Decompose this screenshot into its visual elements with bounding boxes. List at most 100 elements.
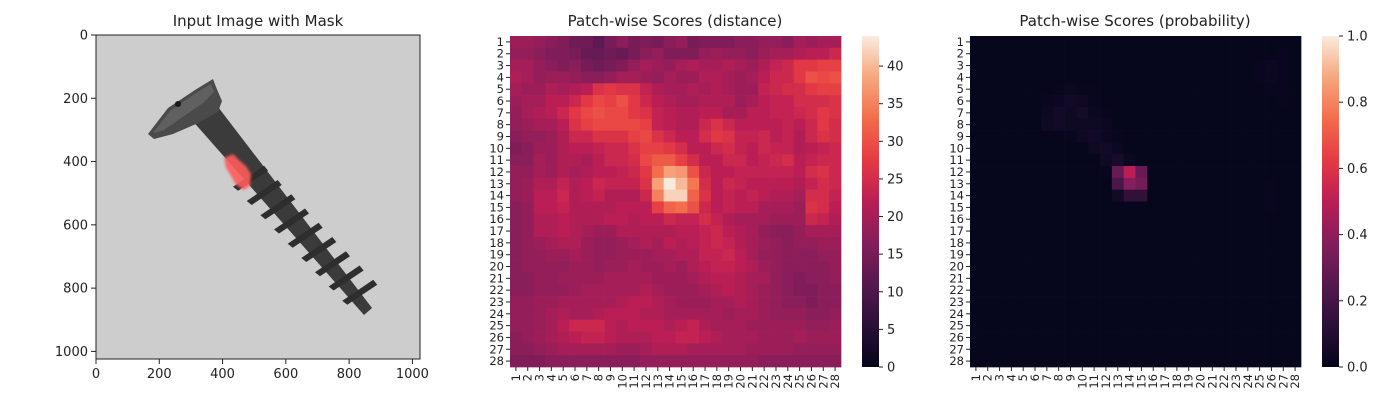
heatmap-cell [1040, 225, 1054, 238]
heatmap-cell [569, 236, 582, 250]
heatmap-cell [1017, 106, 1030, 120]
heatmap-cell [557, 284, 570, 297]
heatmap-x-tick-label: 1 [969, 374, 983, 381]
heatmap-cell [651, 355, 665, 368]
heatmap-cell [770, 118, 783, 131]
heatmap-cell [699, 284, 712, 297]
heatmap-cell [781, 189, 795, 202]
heatmap-cell [1123, 106, 1136, 120]
heatmap-cell [981, 106, 994, 120]
heatmap-cell [781, 142, 795, 155]
heatmap-cell [569, 331, 582, 344]
screw-head-hole [175, 101, 181, 107]
heatmap-cell [781, 284, 795, 297]
heatmap-cell [1088, 236, 1101, 250]
heatmap-cell [1147, 343, 1160, 356]
heatmap-cell [628, 307, 641, 321]
heatmap-cell [699, 130, 712, 143]
heatmap-cell [687, 166, 700, 179]
heatmap-cell [1265, 130, 1278, 143]
heatmap-cell [1147, 71, 1160, 84]
heatmap-cell [521, 83, 534, 96]
heatmap-cell [640, 343, 653, 356]
heatmap-cell [993, 331, 1006, 344]
heatmap-cell [1218, 142, 1231, 155]
heatmap-cell [1147, 130, 1160, 143]
heatmap-cell [1111, 83, 1125, 96]
heatmap-y-tick-label: 17 [489, 224, 504, 238]
heatmap-cell [1100, 248, 1113, 261]
heatmap-cell [710, 225, 724, 238]
heatmap-cell [687, 225, 700, 238]
heatmap-cell [1076, 236, 1089, 250]
heatmap-x-tick-label: 23 [769, 374, 783, 389]
heatmap-cell [1194, 272, 1207, 285]
heatmap-cell [1218, 95, 1231, 108]
heatmap-cell [616, 130, 629, 143]
heatmap-cell [1159, 83, 1172, 96]
heatmap-cell [699, 343, 712, 356]
heatmap-cell [1100, 154, 1113, 167]
heatmap-x-tick-label: 13 [651, 374, 665, 389]
input-image-panel: Input Image with Mask 0 200 400 600 800 1000 … [55, 12, 429, 382]
heatmap-cell [1135, 142, 1148, 155]
heatmap-cell [1253, 225, 1266, 238]
heatmap-cell [1218, 319, 1231, 332]
heatmap-cell [829, 236, 842, 250]
heatmap-cell [1159, 260, 1172, 273]
heatmap-cell [1005, 71, 1018, 84]
heatmap-cell [1159, 154, 1172, 167]
colorbar-tick-label: 35 [887, 97, 904, 112]
heatmap-cell [1088, 319, 1101, 332]
heatmap-cell [557, 260, 570, 273]
heatmap-cell [817, 59, 830, 72]
heatmap-cell [1147, 248, 1160, 261]
heatmap-cell [1100, 118, 1113, 131]
heatmap-x-tick-label: 22 [757, 374, 771, 389]
heatmap-cell [1111, 36, 1125, 49]
heatmap-cell [993, 236, 1006, 250]
heatmap-cell [580, 36, 594, 49]
heatmap-cell [1017, 47, 1030, 60]
heatmap-cell [1088, 95, 1101, 108]
heatmap-y-tick-label: 26 [949, 330, 964, 344]
heatmap-y-tick-label: 10 [489, 141, 504, 155]
heatmap-cell [1088, 154, 1101, 167]
heatmap-cell [1088, 272, 1101, 285]
heatmap-cell [758, 331, 771, 344]
heatmap-cell [616, 284, 629, 297]
heatmap-cell [734, 260, 747, 273]
heatmap-cell [1253, 95, 1266, 108]
heatmap-cell [722, 118, 735, 131]
heatmap-cell [1265, 201, 1278, 214]
heatmap-cell [1029, 296, 1042, 309]
colorbar-gradient [1322, 36, 1339, 367]
heatmap-cell [746, 284, 759, 297]
heatmap-cell [545, 166, 558, 179]
heatmap-cell [1147, 213, 1160, 226]
heatmap-cell [817, 71, 830, 84]
heatmap-cell [817, 166, 830, 179]
heatmap-cell [1100, 83, 1113, 96]
heatmap-cell [1253, 166, 1266, 179]
heatmap-cell [1135, 296, 1148, 309]
heatmap-cell [993, 319, 1006, 332]
heatmap-cell [687, 331, 700, 344]
heatmap-cell [533, 166, 546, 179]
heatmap-cell [1253, 71, 1266, 84]
heatmap-cell [1194, 225, 1207, 238]
heatmap-cell [604, 36, 617, 49]
heatmap-cell [758, 248, 771, 261]
heatmap-cell [1194, 213, 1207, 226]
heatmap-cell [722, 236, 735, 250]
heatmap-cell [793, 225, 806, 238]
heatmap-cell [1029, 248, 1042, 261]
heatmap-cell [1017, 225, 1030, 238]
heatmap-cell [993, 177, 1006, 191]
heatmap-cell [1052, 189, 1065, 202]
heatmap-cell [640, 284, 653, 297]
heatmap-cell [1194, 36, 1207, 49]
heatmap-cell [1135, 166, 1148, 179]
heatmap-cell [1100, 284, 1113, 297]
heatmap-cell [1218, 154, 1231, 167]
